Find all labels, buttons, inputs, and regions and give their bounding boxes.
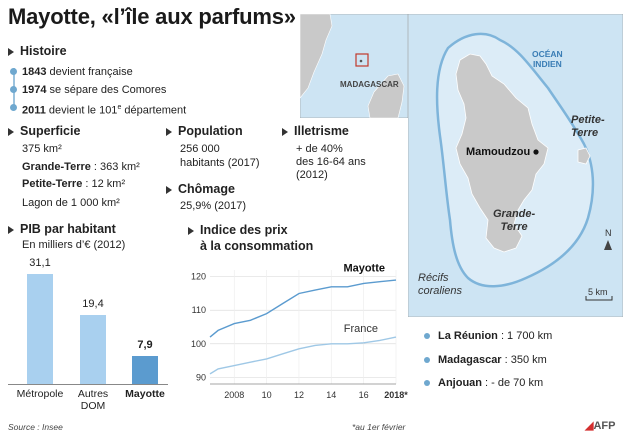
- pib-heading: PIB par habitant: [8, 222, 116, 236]
- cpi-xtick-label: 2008: [224, 390, 244, 400]
- distance-item: Anjouan : - de 70 km: [424, 377, 543, 389]
- chomage-value: 25,9% (2017): [180, 200, 247, 212]
- illetrisme-line2: des 16-64 ans: [296, 156, 366, 168]
- pib-bar-label: Mayotte: [125, 388, 165, 400]
- afp-logo: ◢AFP: [585, 420, 616, 432]
- pib-bar-label: Métropole: [16, 388, 64, 400]
- bullet-triangle-icon: [8, 47, 14, 56]
- timeline-event: 1843 devient française: [22, 66, 133, 78]
- timeline-dot: [10, 104, 17, 111]
- superficie-grande-terre: Grande-Terre : 363 km²: [22, 161, 140, 173]
- distance-dot-icon: [424, 333, 430, 340]
- pib-baseline: [8, 384, 168, 385]
- superficie-lagon: Lagon de 1 000 km²: [22, 197, 120, 209]
- grande-terre-island: [455, 53, 549, 253]
- distance-dot-icon: [424, 380, 430, 387]
- distance-item: Madagascar : 350 km: [424, 354, 547, 366]
- illetrisme-heading: Illetrisme: [282, 124, 349, 138]
- inset-madagascar: [367, 73, 405, 118]
- cpi-series-label-france: France: [344, 323, 378, 335]
- bullet-triangle-icon: [166, 127, 172, 136]
- pib-bar-value: 19,4: [82, 298, 104, 311]
- footnote: *au 1er février: [352, 422, 406, 432]
- petite-terre-label: Petite- Terre: [571, 114, 605, 139]
- mayotte-map: [408, 14, 623, 317]
- histoire-heading: Histoire: [8, 44, 67, 58]
- pib-bar-chart: [0, 0, 1, 1]
- mamoudzou-label: Mamoudzou: [466, 146, 531, 158]
- pib-bar-value: 31,1: [29, 257, 51, 269]
- cpi-line-chart: 120 110 100 90 2008 10 12 14 16 2018* Mayotte Franc…: [191, 263, 408, 400]
- page-title: Mayotte, «l’île aux parfums»: [8, 4, 296, 29]
- mamoudzou-dot: [533, 149, 539, 155]
- cpi-ytick-label: 100: [191, 339, 206, 349]
- superficie-total: 375 km²: [22, 143, 62, 155]
- pib-bar: [132, 356, 158, 384]
- source-note: Source : Insee: [8, 422, 63, 432]
- bullet-triangle-icon: [8, 127, 14, 136]
- inset-location-box: [355, 53, 369, 67]
- illetrisme-line3: (2012): [296, 169, 328, 181]
- pib-bar-value: 7,9: [137, 339, 153, 352]
- recifs-label: Récifs coraliens: [418, 272, 463, 297]
- inset-mayotte-dot: [359, 59, 363, 63]
- north-arrow-icon: [604, 240, 612, 250]
- cpi-ytick-label: 90: [196, 372, 206, 382]
- petite-terre-island: [577, 147, 591, 165]
- inset-locator-map: [300, 14, 408, 118]
- pib-subheading: En milliers d’€ (2012): [22, 239, 126, 251]
- distance-dot-icon: [424, 357, 430, 364]
- cpi-ytick-label: 110: [192, 305, 206, 315]
- cpi-xtick-label: 16: [359, 390, 369, 400]
- bullet-triangle-icon: [166, 185, 172, 194]
- scale-bar: [585, 296, 613, 301]
- pib-bar: [80, 315, 106, 384]
- bullet-triangle-icon: [188, 226, 194, 235]
- chomage-heading: Chômage: [166, 182, 235, 196]
- superficie-petite-terre: Petite-Terre : 12 km²: [22, 178, 126, 190]
- population-heading: Population: [166, 124, 243, 138]
- timeline-event: 2011 devient le 101e département: [22, 104, 187, 117]
- cpi-xtick-label: 10: [262, 390, 272, 400]
- timeline-dot: [10, 68, 17, 75]
- grande-terre-label: Grande- Terre: [493, 208, 536, 233]
- timeline-event: 1974 se sépare des Comores: [22, 84, 167, 96]
- superficie-heading: Superficie: [8, 124, 80, 138]
- inset-label-madagascar: MADAGASCAR: [340, 80, 399, 89]
- scale-label: 5 km: [588, 287, 608, 297]
- histoire-heading-text: Histoire: [20, 44, 67, 58]
- cpi-ytick-label: 120: [191, 272, 206, 282]
- pib-bar-label: Autres DOM: [77, 388, 109, 412]
- bullet-triangle-icon: [8, 225, 14, 234]
- cpi-series-label-mayotte: Mayotte: [343, 263, 385, 275]
- indice-heading: Indice des prix à la consommation: [188, 222, 313, 254]
- inset-africa-coast: [300, 14, 333, 99]
- bullet-triangle-icon: [282, 127, 288, 136]
- ocean-label: OCÉAN INDIEN: [532, 49, 563, 69]
- cpi-series-mayotte: [209, 279, 397, 338]
- cpi-xtick-label: 2018*: [384, 390, 408, 400]
- afp-logo-icon: ◢: [585, 420, 594, 432]
- illetrisme-line1: + de 40%: [296, 143, 343, 155]
- cpi-series-france: [209, 336, 397, 375]
- cpi-xtick-label: 14: [326, 390, 336, 400]
- population-label: habitants (2017): [180, 157, 260, 169]
- north-label: N: [605, 228, 612, 238]
- population-value: 256 000: [180, 143, 220, 155]
- cpi-xtick-label: 12: [294, 390, 304, 400]
- timeline-dot: [10, 86, 17, 93]
- pib-bar: [27, 274, 53, 384]
- distance-item: La Réunion : 1 700 km: [424, 330, 552, 342]
